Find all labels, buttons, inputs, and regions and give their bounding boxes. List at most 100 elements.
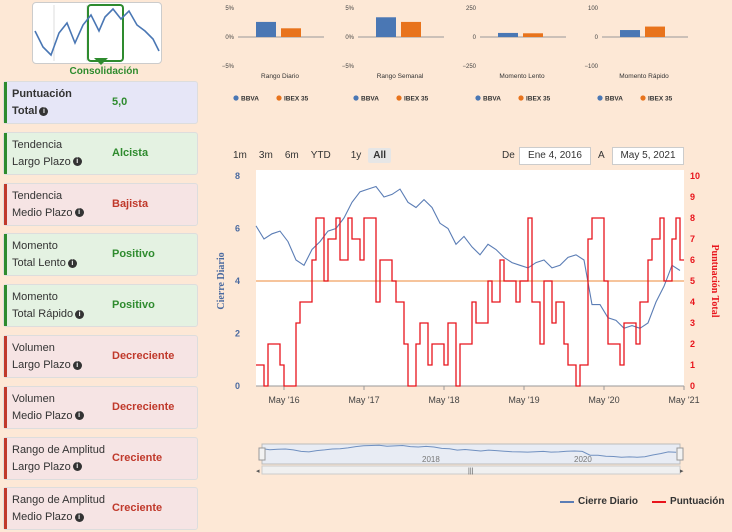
card-value: 5,0 [112, 96, 128, 108]
left-axis-tick: 2 [235, 329, 240, 339]
date-to-label: A [598, 150, 605, 161]
navigator-year-label: 2018 [422, 455, 440, 464]
indicator-card[interactable]: Tendencia Largo Plazo i Alcista [3, 131, 198, 175]
navigator-right-handle [676, 447, 684, 461]
indicator-card[interactable]: Rango de Amplitud Largo Plazo i Creciente [3, 436, 198, 480]
mini-bar-bbva [256, 21, 276, 37]
navigator-line [261, 444, 677, 458]
right-axis-tick: 1 [690, 360, 695, 370]
card-label-line1: Momento [12, 240, 58, 253]
info-icon[interactable]: i [75, 309, 85, 319]
mini-bar-bbva [620, 30, 640, 37]
card-label: Momento Total Lento i [12, 238, 110, 272]
mini-bar-ibex [523, 33, 543, 37]
card-label-line2: Largo Plazo [12, 155, 71, 168]
card-status-bar [4, 183, 7, 225]
mini-bar-ibex [401, 21, 421, 37]
navigator-window [261, 443, 681, 465]
date-from-input[interactable]: Ene 4, 2016 [519, 147, 591, 165]
main-chart[interactable]: 0 2 4 6 8 0 1 2 3 4 5 6 7 8 9 10 Cierre Diario Puntuación… [210, 160, 732, 410]
card-label-line2: Largo Plazo [12, 359, 71, 371]
info-icon[interactable]: i [72, 360, 82, 370]
navigator-scrollbar [261, 465, 681, 475]
card-value: Positivo [112, 299, 155, 312]
indicator-card[interactable]: Tendencia Medio Plazo i Bajista [3, 182, 198, 226]
info-icon[interactable]: i [67, 258, 77, 268]
card-label-line1: Momento [12, 291, 58, 304]
right-axis-tick: 3 [690, 318, 695, 328]
card-label-line1: Tendencia [12, 189, 63, 202]
mini-chart-svg: 100 0 −100 Momento Rápido BBVA IBEX 35 [584, 6, 688, 103]
info-icon[interactable]: i [39, 106, 49, 116]
range-button-ytd[interactable]: YTD [310, 150, 331, 161]
right-axis-tick: 2 [690, 339, 695, 349]
left-axis-tick: 0 [235, 381, 240, 391]
card-label-line2: Total Rápido [12, 308, 74, 321]
mini-ytick: 5% [225, 6, 234, 12]
card-status-bar [4, 386, 7, 428]
chart-navigator[interactable]: 2018 2020 ||| ◂ ▸ [256, 440, 686, 476]
range-button-all[interactable]: All [368, 148, 392, 163]
mini-title: Rango Semanal [377, 73, 424, 80]
range-button-1m[interactable]: 1m [233, 150, 247, 161]
range-button-6m[interactable]: 6m [284, 150, 299, 161]
right-axis-tick: 4 [690, 297, 695, 307]
card-label-line1: Puntuación [12, 88, 72, 100]
right-axis-tick: 8 [690, 213, 695, 223]
legend-ibex-label: IBEX 35 [648, 96, 673, 103]
date-to-input[interactable]: May 5, 2021 [612, 147, 684, 165]
x-axis-label: May '18 [428, 395, 459, 405]
mini-chart-2[interactable]: 5% 0% −5% Rango Semanal BBVA IBEX 35 [330, 2, 444, 107]
mini-ytick: 250 [466, 6, 477, 12]
info-icon[interactable]: i [72, 157, 82, 167]
info-icon[interactable]: i [74, 411, 84, 421]
date-from-label: De [502, 150, 515, 161]
card-value: Bajista [112, 197, 149, 210]
scroll-right-icon: ▸ [680, 468, 684, 475]
indicator-card[interactable]: Volumen Medio Plazo i Decreciente [3, 385, 198, 429]
mini-bar-bbva [498, 32, 518, 37]
info-icon[interactable]: i [74, 512, 84, 522]
main-legend: Cierre Diario Puntuación [560, 496, 724, 507]
card-value: Creciente [112, 451, 163, 464]
legend-ibex-label: IBEX 35 [284, 96, 309, 103]
mini-bar-ibex [645, 26, 665, 37]
indicator-card[interactable]: Momento Total Lento i Positivo [3, 233, 198, 277]
card-label-line2: Medio Plazo [12, 511, 73, 524]
mini-chart-svg: 5% 0% −5% Rango Semanal BBVA IBEX 35 [342, 6, 444, 103]
card-status-bar [4, 488, 7, 530]
card-label: Rango de Amplitud Medio Plazo i [12, 492, 110, 526]
legend-ibex-icon [640, 95, 646, 101]
x-axis-label: May '16 [268, 395, 299, 405]
card-value: Alcista [112, 146, 149, 159]
indicator-card[interactable]: Momento Total Rápido i Positivo [3, 284, 198, 328]
range-selector: 1m 3m 6m YTD 1y All [228, 148, 392, 163]
mini-chart-1[interactable]: 5% 0% −5% Rango Diario BBVA IBEX 35 [210, 2, 324, 107]
thumbnail-pointer-icon [94, 58, 108, 65]
legend-score-label[interactable]: Puntuación [670, 496, 725, 507]
legend-close-label[interactable]: Cierre Diario [578, 496, 639, 507]
card-label-line2: Total [12, 105, 38, 117]
card-value: Decreciente [112, 400, 175, 413]
info-icon[interactable]: i [72, 462, 82, 472]
indicator-card[interactable]: Volumen Largo Plazo i Decreciente [3, 335, 198, 378]
pattern-thumbnail[interactable] [32, 2, 162, 64]
indicator-card[interactable]: Rango de Amplitud Medio Plazo i Creciente [3, 487, 198, 531]
scroll-left-icon: ◂ [256, 468, 260, 475]
legend-bbva-label: BBVA [361, 96, 379, 103]
mini-chart-3[interactable]: 250 0 −250 Momento Lento BBVA IBEX 35 [452, 2, 566, 107]
range-button-1y[interactable]: 1y [350, 150, 362, 161]
mini-ytick: −250 [462, 64, 476, 70]
info-icon[interactable]: i [74, 208, 84, 218]
mini-chart-svg: 250 0 −250 Momento Lento BBVA IBEX 35 [462, 6, 566, 103]
navigator-year-label: 2020 [574, 455, 592, 464]
x-axis-label: May '19 [508, 395, 539, 405]
legend-ibex-label: IBEX 35 [404, 96, 429, 103]
mini-chart-4[interactable]: 100 0 −100 Momento Rápido BBVA IBEX 35 [574, 2, 688, 107]
card-label: Tendencia Largo Plazo i [12, 137, 110, 171]
x-axis-label: May '20 [588, 395, 619, 405]
card-status-bar [4, 437, 7, 479]
mini-ytick: 0% [345, 35, 354, 41]
range-button-3m[interactable]: 3m [258, 150, 273, 161]
indicator-card[interactable]: Puntuación Total i 5,0 [3, 81, 198, 124]
